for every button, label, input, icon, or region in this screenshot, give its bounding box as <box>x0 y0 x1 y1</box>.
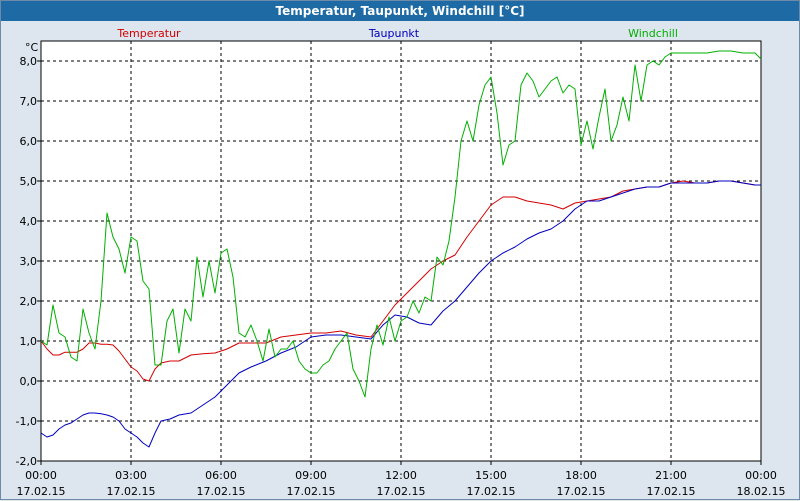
y-tick-label: 5,0 <box>20 175 38 188</box>
legend-entry-temperatur: Temperatur <box>116 27 181 40</box>
x-tick-date-label: 17.02.15 <box>287 485 336 498</box>
x-tick-date-label: 18.02.15 <box>737 485 786 498</box>
y-tick-label: 6,0 <box>20 135 38 148</box>
x-tick-date-label: 17.02.15 <box>647 485 696 498</box>
y-tick-label: 8,0 <box>20 55 38 68</box>
y-tick-label: 1,0 <box>20 335 38 348</box>
x-tick-date-label: 17.02.15 <box>197 485 246 498</box>
y-axis-ticks: -2,0 -1,0 0,0 1,0 2,0 3,0 4,0 5,0 6,0 7,0 8,0 <box>16 55 41 468</box>
x-tick-date-label: 17.02.15 <box>107 485 156 498</box>
x-tick-time-label: 18:00 <box>565 469 597 482</box>
x-tick-date-label: 17.02.15 <box>377 485 426 498</box>
x-axis-ticks: 00:00 17.02.15 03:00 17.02.15 06:00 17.02.15 0… <box>17 461 786 498</box>
x-tick-time-label: 00:00 <box>745 469 777 482</box>
legend: Temperatur Taupunkt Windchill <box>116 27 678 40</box>
chart-title: Temperatur, Taupunkt, Windchill [°C] <box>1 1 799 21</box>
x-tick-date-label: 17.02.15 <box>467 485 516 498</box>
x-tick-time-label: 06:00 <box>205 469 237 482</box>
y-tick-label: -1,0 <box>16 415 37 428</box>
series-line-taupunkt <box>40 180 761 448</box>
series-group <box>40 50 762 448</box>
x-tick-time-label: 21:00 <box>655 469 687 482</box>
x-tick-time-label: 12:00 <box>385 469 417 482</box>
y-axis-unit-label: °C <box>25 41 39 54</box>
series-line-windchill <box>40 50 762 398</box>
y-tick-label: 2,0 <box>20 295 38 308</box>
x-tick-date-label: 17.02.15 <box>557 485 606 498</box>
x-tick-time-label: 15:00 <box>475 469 507 482</box>
y-tick-label: 3,0 <box>20 255 38 268</box>
y-tick-label: 7,0 <box>20 95 38 108</box>
legend-entry-windchill: Windchill <box>628 27 678 40</box>
x-tick-time-label: 00:00 <box>25 469 57 482</box>
x-tick-time-label: 03:00 <box>115 469 147 482</box>
legend-entry-taupunkt: Taupunkt <box>368 27 420 40</box>
y-tick-label: 0,0 <box>20 375 38 388</box>
series-line-temperatur <box>40 180 761 382</box>
y-tick-label: 4,0 <box>20 215 38 228</box>
x-tick-time-label: 09:00 <box>295 469 327 482</box>
x-tick-date-label: 17.02.15 <box>17 485 66 498</box>
y-tick-label: -2,0 <box>16 455 37 468</box>
